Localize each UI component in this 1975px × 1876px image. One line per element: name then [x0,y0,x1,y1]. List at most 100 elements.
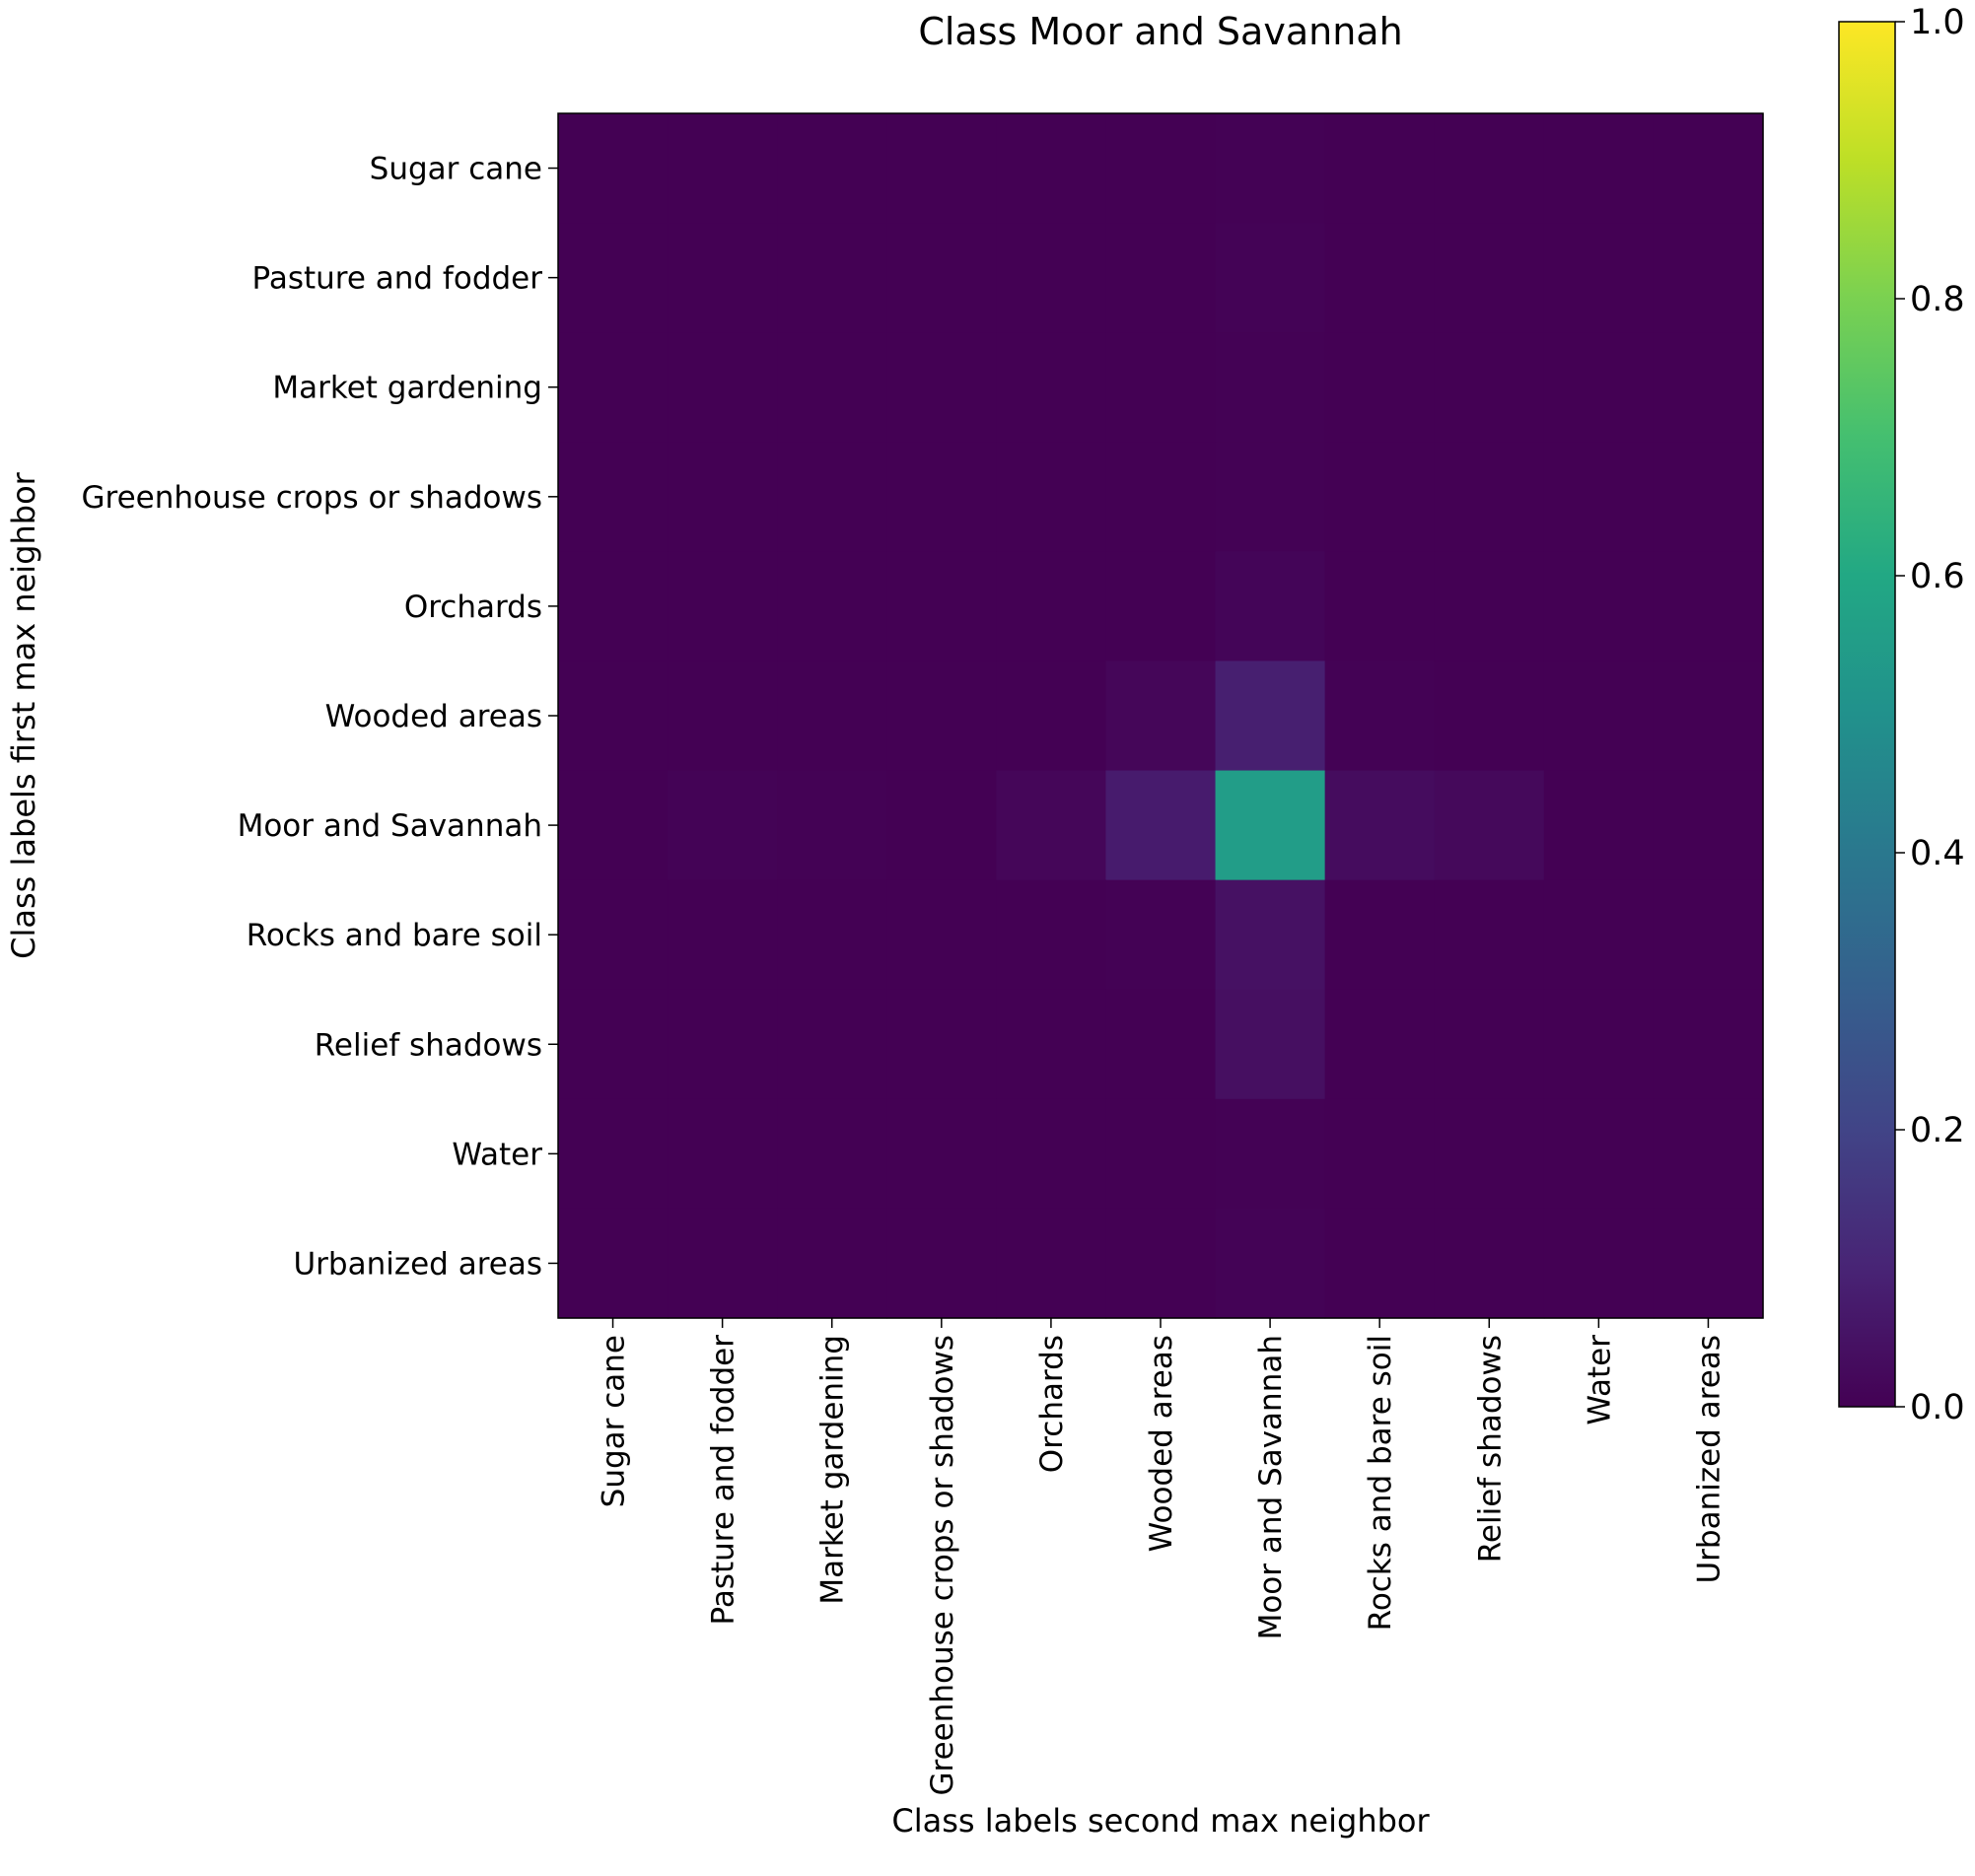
heatmap-cell [886,551,997,662]
heatmap-cell [558,660,669,772]
heatmap-cell [1434,1208,1545,1319]
x-tick-label: Rocks and bare soil [1363,1335,1398,1631]
heatmap-cell [668,1098,778,1210]
heatmap-cell [1324,989,1436,1100]
heatmap-cell [1653,223,1764,333]
heatmap-cell [1105,770,1217,881]
heatmap-cell [1215,332,1326,443]
colorbar [1838,21,1896,1408]
y-tick-label: Wooded areas [325,699,542,734]
heatmap-cell [1215,770,1326,881]
heatmap-cell [1543,332,1655,443]
x-tick-label: Market gardening [815,1335,851,1605]
y-tick-label: Market gardening [272,371,542,406]
heatmap-cell [1434,442,1545,552]
heatmap-cell [668,332,778,443]
heatmap-cell [558,113,669,224]
x-axis-label: Class labels second max neighbor [891,1802,1430,1840]
heatmap-cell [1215,879,1326,991]
heatmap-cell [996,551,1107,662]
heatmap-cell [1653,1098,1764,1210]
x-tick-label: Pasture and fodder [706,1335,741,1626]
heatmap-cell [668,879,778,991]
colorbar-ticks: 0.0 0.2 0.4 0.6 0.8 1.0 [1895,3,1965,1427]
heatmap-cell [886,770,997,881]
y-tick-label: Rocks and bare soil [247,918,542,953]
heatmap-cell [1543,660,1655,772]
colorbar-tick-label: 0.0 [1910,1388,1965,1427]
y-tick-label: Moor and Savannah [238,808,542,844]
heatmap-cell [777,989,887,1100]
heatmap-cell [1324,113,1436,224]
y-tick-label: Greenhouse crops or shadows [82,480,542,516]
heatmap-cell [668,442,778,552]
x-tick-label: Moor and Savannah [1253,1335,1289,1639]
heatmap-cell [996,660,1107,772]
colorbar-tick-label: 0.8 [1910,280,1965,319]
heatmap-cell [1324,551,1436,662]
heatmap-cell [1653,1208,1764,1319]
heatmap-cell [1324,1208,1436,1319]
heatmap-cell [1105,442,1217,552]
heatmap-cell [777,442,887,552]
colorbar-tick-label: 0.6 [1910,557,1965,596]
heatmap-cell [1543,1208,1655,1319]
x-tick-label: Water [1582,1335,1617,1425]
x-tick-label: Wooded areas [1144,1335,1179,1552]
heatmap-cell [1215,113,1326,224]
heatmap-cell [1105,1208,1217,1319]
heatmap-cell [1324,442,1436,552]
heatmap-cell [886,332,997,443]
heatmap-cell [996,113,1107,224]
heatmap-cell [886,1208,997,1319]
heatmap-cell [777,332,887,443]
colorbar-tick-label: 0.4 [1910,834,1965,873]
chart-title: Class Moor and Savannah [918,10,1402,53]
heatmap-cell [777,551,887,662]
heatmap-cell [1215,223,1326,333]
colorbar-tick-label: 0.2 [1910,1111,1965,1150]
heatmap-cell [1434,879,1545,991]
y-tick-label: Water [452,1137,542,1172]
heatmap-cell [1434,551,1545,662]
heatmap-cell [1105,660,1217,772]
heatmap-cell [668,1208,778,1319]
x-tick-label: Relief shadows [1472,1335,1508,1563]
heatmap-cell [1105,332,1217,443]
heatmap-cell [1434,113,1545,224]
heatmap-cell [1543,551,1655,662]
heatmap-cell [1215,1098,1326,1210]
heatmap-cell [777,223,887,333]
heatmap-cell [1653,442,1764,552]
heatmap-cell [996,770,1107,881]
heatmap-cell [1324,879,1436,991]
heatmap-cell [777,1208,887,1319]
heatmap-cell [1653,332,1764,443]
heatmap-cell [996,1208,1107,1319]
heatmap-cell [1434,660,1545,772]
heatmap-cell [668,770,778,881]
heatmap-cell [1324,770,1436,881]
heatmap-cell [558,551,669,662]
y-tick-label: Relief shadows [315,1027,542,1063]
heatmap-cell [558,332,669,443]
heatmap-cell [1215,989,1326,1100]
heatmap-cell [1543,223,1655,333]
heatmap-cell [1324,1098,1436,1210]
heatmap-cell [996,1098,1107,1210]
heatmap-cell [886,1098,997,1210]
heatmap-cell [886,879,997,991]
heatmap-cell [1543,879,1655,991]
heatmap-cell [558,442,669,552]
y-axis-label: Class labels first max neighbor [5,471,42,959]
heatmap-cell [1324,660,1436,772]
heatmap-cell [558,223,669,333]
heatmap-cell [668,551,778,662]
heatmap-cell [996,879,1107,991]
heatmap-cell [777,660,887,772]
heatmap-cell [1105,1098,1217,1210]
x-tick-label: Sugar cane [597,1335,632,1507]
heatmap-cell [777,113,887,224]
y-tick-label: Pasture and fodder [252,261,543,297]
